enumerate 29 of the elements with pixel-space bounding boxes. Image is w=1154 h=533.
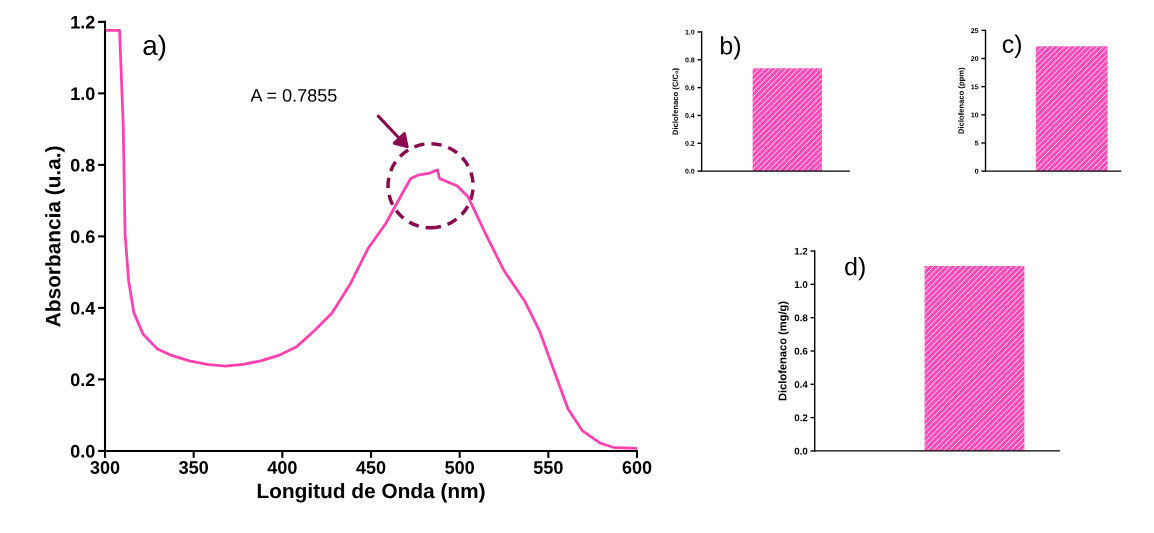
y-tick-label: 0.4	[70, 301, 96, 315]
y-tick-label: 1.2	[794, 247, 808, 255]
x-tick-label: 500	[445, 461, 474, 474]
annotation: b)	[720, 36, 741, 60]
y-tick-label: 1.2	[71, 15, 95, 29]
y-tick-label: 1.0	[794, 281, 808, 288]
y-tick-label: 0.4	[794, 381, 808, 388]
annotation: A = 0.7855	[250, 89, 337, 102]
y-tick-label: 0.8	[70, 158, 95, 172]
y-tick-label: 0.2	[70, 373, 95, 387]
x-tick-label: 350	[179, 461, 208, 474]
y-tick-label: 0.8	[794, 314, 808, 322]
x-tick-label: 450	[356, 461, 386, 474]
x-tick-label: 550	[533, 461, 563, 474]
y-tick-label: 0.6	[794, 347, 808, 355]
y-axis-title: Absorbancia (u.a.)	[45, 146, 65, 327]
y-tick-label: 0.0	[70, 444, 95, 458]
x-tick-label: 400	[267, 461, 297, 474]
x-tick-label: 600	[622, 461, 652, 474]
y-tick-label: 0.2	[794, 414, 808, 422]
annotation: c)	[1002, 34, 1021, 58]
y-tick-label: 1.0	[71, 87, 95, 101]
y-tick-label: 0.6	[70, 230, 95, 244]
x-axis-title: Longitud de Onda (nm)	[257, 483, 485, 503]
annotation: d)	[845, 257, 865, 281]
y-tick-label: 0.0	[794, 447, 808, 455]
y-axis-title: Diclofenaco (mg/g)	[778, 301, 789, 401]
annotation: a)	[143, 34, 166, 61]
x-tick-label: 300	[90, 461, 120, 474]
